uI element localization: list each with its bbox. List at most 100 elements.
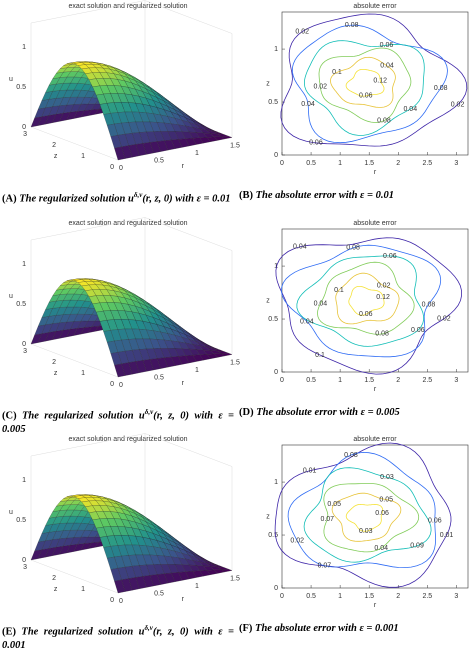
caption: (F) The absolute error with ε = 0.001: [239, 622, 471, 635]
caption-label: (F): [239, 623, 253, 634]
caption-sup: δ,ν: [144, 624, 153, 632]
r-tick-label: 0: [119, 382, 123, 389]
contour-line: [275, 237, 463, 375]
caption: (B) The absolute error with ε = 0.01: [239, 189, 471, 202]
contour-label: 0.06: [380, 42, 394, 49]
z-axis-label: z: [54, 586, 58, 593]
u-tick-label: 0.5: [16, 301, 26, 308]
contour-label: 0.02: [313, 83, 327, 90]
contour-label: 0.02: [437, 316, 451, 323]
y-tick-label: 0.5: [268, 99, 278, 106]
surface: [30, 494, 233, 594]
contour-line: [303, 467, 432, 563]
surface-patch: [114, 363, 126, 378]
contours: [275, 237, 463, 375]
u-axis-label: u: [9, 509, 13, 516]
r-tick-label: 1: [195, 367, 199, 374]
x-tick-label: 1.5: [364, 593, 374, 600]
contour-label: 0.06: [375, 510, 389, 517]
contour-label: 0.09: [410, 543, 424, 550]
contour-label: 0.06: [383, 253, 397, 260]
z-tick-label: 2: [52, 575, 56, 582]
contour-line: [317, 261, 415, 335]
contour-label: 0.08: [377, 118, 391, 125]
x-tick-label: 3: [454, 377, 458, 384]
r-tick-label: 1.5: [230, 142, 240, 149]
caption: (D) The absolute error with ε = 0.005: [239, 406, 471, 419]
r-tick-label: 0.5: [154, 374, 164, 381]
contour-label: 0.04: [380, 63, 394, 70]
z-tick-label: 0: [110, 597, 114, 604]
z-tick-label: 3: [23, 348, 27, 355]
z-tick-label: 2: [52, 142, 56, 149]
y-tick-label: 0.5: [268, 316, 278, 323]
x-tick-label: 0.5: [306, 160, 316, 167]
contour-label: 0.08: [422, 301, 436, 308]
contour-label: 0.1: [332, 69, 342, 76]
caption: (A) The regularized solution uδ,ν(r, z, …: [2, 189, 234, 206]
x-tick-label: 0.5: [306, 377, 316, 384]
x-tick-label: 2: [396, 593, 400, 600]
box-edge: [144, 0, 233, 34]
y-tick-label: 0: [274, 152, 278, 159]
r-tick-label: 0: [119, 165, 123, 172]
contour-label: 0.1: [334, 287, 344, 294]
y-tick-label: 1: [274, 479, 278, 486]
y-tick-label: 1: [274, 263, 278, 270]
contour-label: 0.02: [451, 102, 465, 109]
plot-title: absolute error: [353, 3, 397, 10]
y-axis-label: z: [266, 80, 270, 87]
caption-rest: (r, z, 0) with ε = 0.005: [2, 410, 235, 435]
caption-label: (B): [239, 190, 253, 201]
r-tick-label: 1.5: [230, 575, 240, 582]
contour-line: [345, 503, 384, 532]
plot-title: absolute error: [353, 436, 397, 443]
caption-rest: (r, z, 0) with ε = 0.001: [2, 626, 235, 651]
contour-label: 0.04: [301, 101, 315, 108]
surface-patch: [114, 579, 126, 594]
surface: [30, 278, 233, 378]
caption-text: The absolute error with ε = 0.005: [256, 407, 400, 418]
plot-area: [281, 11, 469, 156]
caption-sup: δ,ν: [144, 408, 154, 416]
contours: [274, 442, 452, 588]
contour-line: [296, 255, 424, 347]
r-tick-label: 0.5: [154, 157, 164, 164]
caption-text: The absolute error with ε = 0.001: [255, 623, 399, 634]
u-tick-label: 1: [22, 261, 26, 268]
u-tick-label: 0: [22, 341, 26, 348]
caption-text: The regularized solution u: [19, 193, 134, 205]
z-tick-label: 0: [110, 164, 114, 171]
x-tick-label: 3: [454, 160, 458, 167]
box-edge: [30, 126, 119, 161]
z-tick-label: 3: [23, 131, 27, 138]
x-tick-label: 2.5: [422, 593, 432, 600]
contour-label: 0.01: [303, 468, 317, 475]
contour-label: 0.02: [377, 282, 391, 289]
box-edge: [30, 0, 146, 24]
box-edge: [144, 433, 233, 467]
contour-label: 0.03: [380, 474, 394, 481]
x-tick-label: 1.5: [364, 160, 374, 167]
u-axis-label: u: [9, 293, 13, 300]
surface-patch: [114, 146, 126, 161]
contour-label: 0.08: [346, 245, 360, 252]
contour-line: [303, 40, 425, 136]
r-axis-label: r: [182, 596, 185, 603]
y-axis-label: z: [266, 513, 270, 520]
plot-title: exact solution and regularized solution: [68, 220, 187, 227]
contour-label: 0.02: [295, 29, 309, 36]
contour-line: [348, 286, 385, 316]
contour-label: 0.12: [376, 294, 390, 301]
r-tick-label: 0.5: [154, 590, 164, 597]
contour-label: 0.03: [359, 528, 373, 535]
contour-label: 0.04: [374, 545, 388, 552]
caption: (C) The regularized solution uδ,ν(r, z, …: [2, 406, 234, 436]
contour-label: 0.06: [359, 93, 373, 100]
z-tick-label: 1: [81, 153, 85, 160]
contour-label: 0.07: [318, 563, 332, 570]
caption-text: The regularized solution u: [21, 626, 145, 638]
u-tick-label: 0: [22, 557, 26, 564]
caption-label: (E): [2, 626, 16, 638]
